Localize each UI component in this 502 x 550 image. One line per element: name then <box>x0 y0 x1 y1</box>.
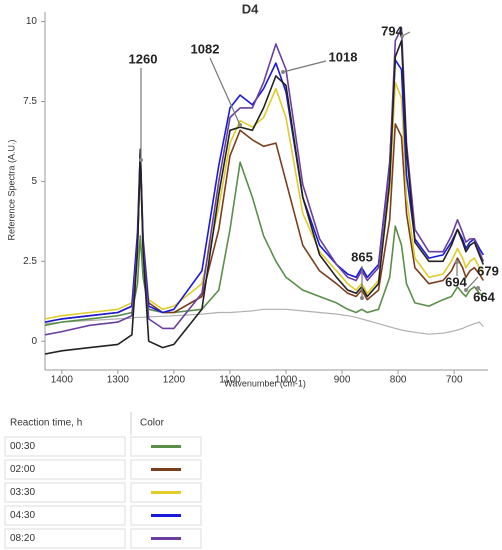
legend-cell <box>4 482 126 503</box>
y-tick-label: 2.5 <box>23 256 37 267</box>
legend-label: 04:30 <box>10 510 35 521</box>
legend-label: 08:20 <box>10 533 35 544</box>
annotation-arrowhead <box>464 288 468 292</box>
annotation: 1260 <box>129 51 158 66</box>
annotation: 1082 <box>191 41 220 56</box>
y-tick-label: 5 <box>31 176 37 187</box>
x-tick-label: 1100 <box>219 375 241 386</box>
annotation: 664 <box>473 289 495 304</box>
annotation-arrowhead <box>238 123 242 127</box>
annotation-arrow <box>282 60 327 73</box>
series-line <box>44 123 484 323</box>
annotation: 679 <box>477 263 499 278</box>
legend-label: 03:30 <box>10 487 35 498</box>
annotation: 694 <box>445 274 467 289</box>
x-axis-label: Wavenumber (cm-1) <box>224 378 306 388</box>
legend-header: Color <box>140 418 165 429</box>
annotation-arrowhead <box>360 296 364 300</box>
y-tick-label: 0 <box>31 336 37 347</box>
y-axis-label: Reference Spectra (A.U.) <box>6 139 16 240</box>
series-line <box>44 27 485 336</box>
legend-header: Reaction time, h <box>10 418 82 429</box>
legend-cell <box>4 436 126 457</box>
annotation: 1018 <box>329 49 358 64</box>
x-tick-label: 700 <box>446 375 463 386</box>
series-line <box>44 308 484 335</box>
series-line <box>44 59 484 323</box>
annotation-arrowhead <box>139 158 143 162</box>
annotation-arrowhead <box>476 286 480 290</box>
x-tick-label: 1300 <box>107 375 130 386</box>
y-tick-label: 10 <box>26 16 38 27</box>
legend-label: 02:00 <box>10 464 35 475</box>
y-tick-label: 7.5 <box>23 96 37 107</box>
legend-cell <box>4 528 126 549</box>
legend-cell <box>4 459 126 480</box>
annotation-arrow <box>465 276 479 291</box>
annotation: 865 <box>351 249 373 264</box>
series-line <box>44 161 484 327</box>
annotation-arrow <box>209 57 241 126</box>
x-tick-label: 800 <box>390 375 407 386</box>
annotation-arrowhead <box>400 34 404 38</box>
annotation-arrowhead <box>281 70 285 74</box>
annotation: 794 <box>381 23 403 38</box>
x-tick-label: 900 <box>334 375 351 386</box>
series-line <box>44 81 484 320</box>
x-tick-label: 1000 <box>275 375 298 386</box>
legend-label: 00:30 <box>10 441 35 452</box>
series-line <box>44 40 485 355</box>
legend-cell <box>4 505 126 526</box>
chart-title: D4 <box>242 1 259 16</box>
x-tick-label: 1400 <box>51 375 74 386</box>
x-tick-label: 1200 <box>163 375 186 386</box>
annotation-arrowhead <box>455 260 459 264</box>
